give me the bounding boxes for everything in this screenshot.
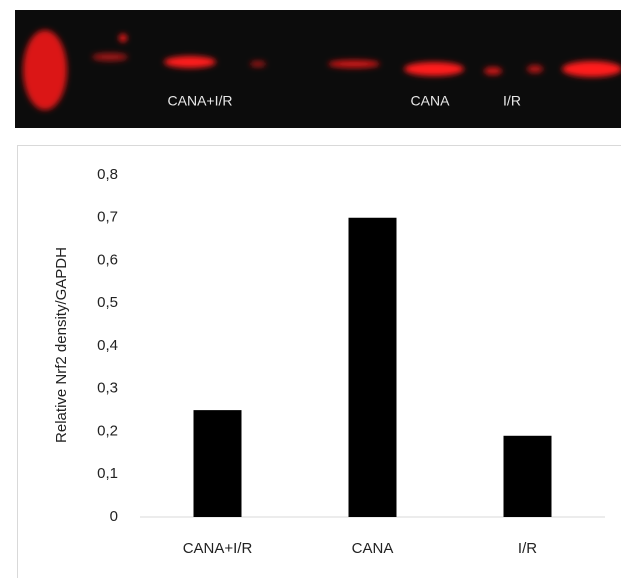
blot-band (164, 56, 216, 68)
blot-band (92, 53, 128, 61)
chart-frame (17, 145, 621, 578)
blot-background (15, 10, 621, 128)
bar (348, 217, 397, 517)
blot-spot (119, 34, 127, 42)
blot-band (328, 60, 380, 68)
y-tick-label: 0,3 (97, 380, 118, 397)
blot-band (250, 61, 266, 67)
blot-band (527, 65, 543, 73)
plot-area: 0 0,1 0,2 0,3 0,4 0,5 0,6 0,7 0,8 CANA+I/R CANA I/R (97, 166, 605, 557)
blot-label: I/R (503, 93, 521, 109)
western-blot: CANA+I/R CANA I/R (15, 10, 621, 128)
y-tick-label: 0,5 (97, 294, 118, 311)
blot-band (484, 67, 502, 75)
x-tick-label: CANA (352, 540, 394, 557)
y-tick-label: 0,7 (97, 209, 118, 226)
x-tick-label: I/R (518, 540, 537, 557)
y-tick-label: 0 (110, 508, 118, 525)
x-tick-label: CANA+I/R (183, 540, 253, 557)
blot-label: CANA+I/R (168, 93, 233, 109)
blot-band (23, 30, 67, 110)
y-tick-label: 0,8 (97, 166, 118, 183)
y-tick-label: 0,1 (97, 465, 118, 482)
bar (503, 435, 552, 517)
bar (193, 410, 242, 517)
y-tick-label: 0,2 (97, 422, 118, 439)
blot-band (404, 62, 464, 76)
blot-label: CANA (411, 93, 451, 109)
y-tick-label: 0,6 (97, 251, 118, 268)
y-tick-label: 0,4 (97, 337, 118, 354)
y-axis-label: Relative Nrf2 density/GAPDH (53, 247, 70, 443)
blot-band (562, 61, 621, 77)
